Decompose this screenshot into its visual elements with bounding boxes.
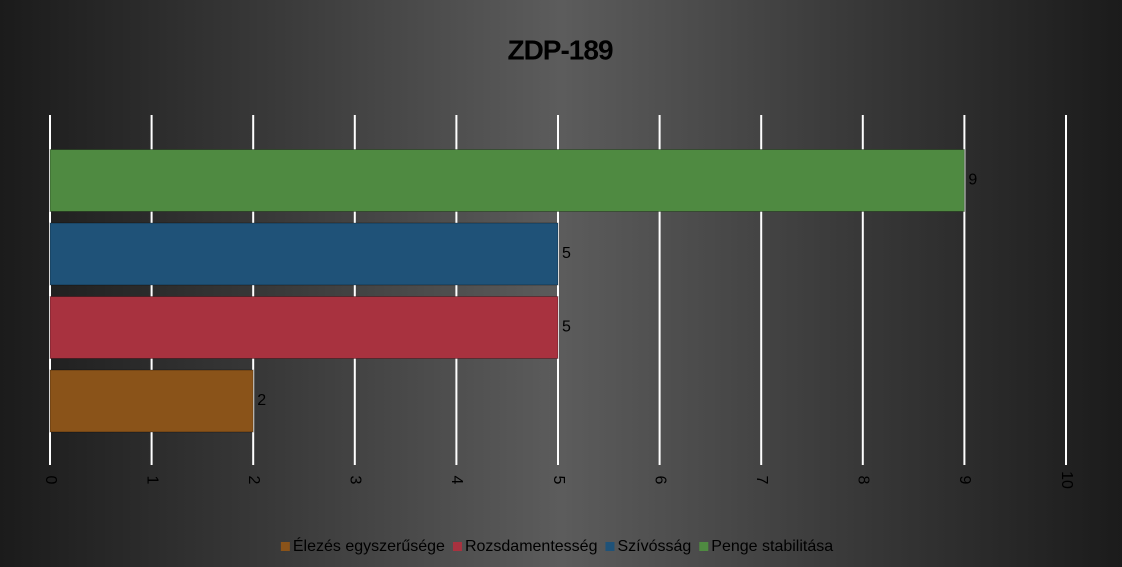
legend-label: Szívósság — [617, 538, 691, 555]
data-label: 9 — [968, 172, 977, 189]
legend-label: Élezés egyszerűsége — [293, 536, 445, 555]
data-label: 5 — [562, 319, 571, 336]
x-tick-label: 1 — [143, 476, 160, 485]
legend-label: Rozsdamentesség — [465, 538, 598, 555]
x-tick-label: 0 — [42, 476, 59, 485]
x-tick-label: 4 — [448, 476, 465, 485]
chart-title: ZDP-189 — [507, 34, 612, 65]
x-tick-label: 7 — [753, 476, 770, 485]
x-tick-label: 6 — [651, 476, 668, 485]
x-tick-label: 10 — [1058, 471, 1075, 489]
bar — [49, 222, 559, 286]
data-label: 2 — [257, 392, 266, 409]
x-tick-label: 8 — [855, 476, 872, 485]
bar — [49, 369, 254, 433]
legend-swatch — [280, 542, 290, 551]
x-tick-label: 9 — [956, 476, 973, 485]
legend-swatch — [699, 542, 709, 551]
bar — [49, 149, 965, 212]
legend-swatch — [452, 542, 462, 551]
legend-label: Penge stabilitása — [711, 538, 833, 555]
bar — [49, 296, 559, 359]
legend-swatch — [605, 542, 615, 551]
x-tick-label: 3 — [347, 476, 364, 485]
data-label: 5 — [562, 245, 571, 262]
x-tick-label: 5 — [550, 476, 567, 485]
x-tick-label: 2 — [245, 476, 262, 485]
